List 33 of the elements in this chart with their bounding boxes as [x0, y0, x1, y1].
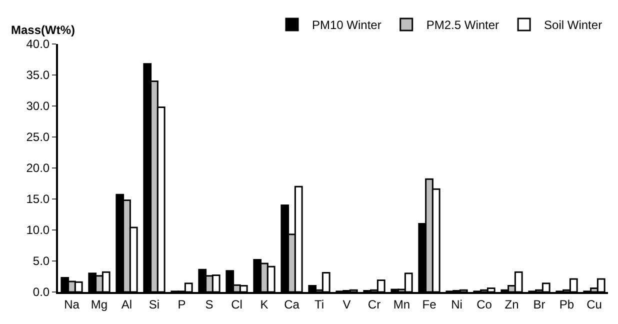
y-tick-label: 25.0	[26, 130, 50, 144]
y-tick-label: 40.0	[26, 37, 50, 52]
x-tick-label: Cl	[231, 297, 242, 312]
y-tick-label: 5.0	[32, 254, 50, 268]
x-tick-label: Pb	[559, 297, 574, 312]
y-tick-label: 30.0	[26, 99, 50, 114]
y-tick-label: 20.0	[26, 161, 50, 176]
x-tick-label: Fe	[422, 297, 437, 312]
x-tick-label: Co	[476, 297, 492, 312]
y-tick-label: 0.0	[32, 285, 50, 300]
legend-label: Soil Winter	[544, 18, 602, 32]
x-tick-label: Ca	[284, 297, 300, 312]
x-tick-label: Mg	[90, 297, 108, 312]
y-tick-label: 15.0	[26, 192, 50, 206]
x-tick-label: P	[178, 297, 186, 312]
x-tick-label: Si	[148, 297, 160, 312]
x-tick-label: Ni	[451, 297, 462, 312]
x-tick-label: Br	[533, 297, 546, 312]
legend-label: PM10 Winter	[312, 18, 382, 32]
x-tick-label: Cu	[586, 297, 602, 312]
x-tick-label: Ti	[314, 297, 324, 312]
x-tick-label: Zn	[504, 297, 519, 312]
x-tick-label: K	[260, 297, 268, 312]
x-tick-label: Al	[121, 297, 132, 312]
x-tick-label: Mn	[393, 297, 410, 312]
legend-label: PM2.5 Winter	[426, 18, 500, 32]
x-tick-label: V	[342, 297, 351, 312]
x-tick-label: Cr	[368, 297, 381, 312]
x-tick-label: S	[205, 297, 214, 312]
y-tick-label: 10.0	[26, 223, 50, 238]
x-tick-label: Na	[64, 297, 80, 312]
y-axis-title: Mass(Wt%)	[11, 23, 76, 37]
y-tick-label: 35.0	[26, 68, 50, 82]
